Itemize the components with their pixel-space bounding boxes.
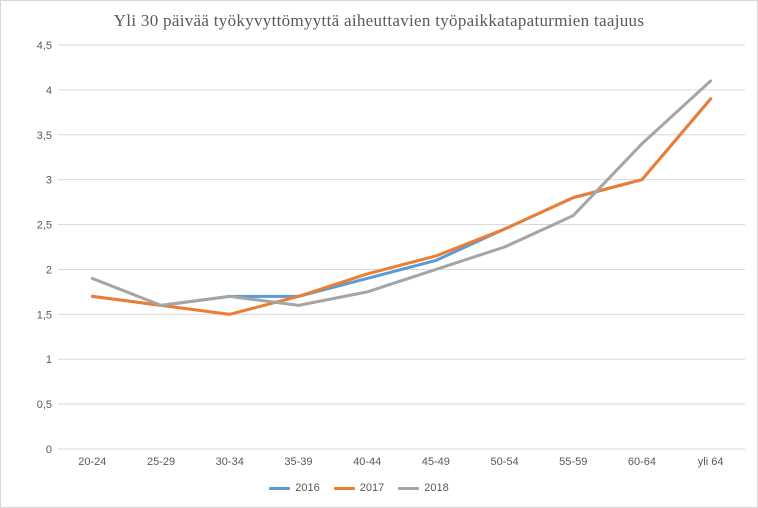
- series-line-2017: [90, 97, 713, 316]
- legend-label: 2017: [359, 482, 385, 494]
- y-tick-label: 1: [46, 354, 52, 366]
- y-tick-label: 3,5: [37, 130, 52, 142]
- chart-title: Yli 30 päivää työkyvyttömyyttä aiheuttav…: [113, 11, 645, 30]
- y-tick-label: 0,5: [37, 399, 52, 411]
- legend-item-2016: 2016: [269, 482, 320, 494]
- x-tick-label: 50-54: [490, 456, 518, 468]
- y-tick-label: 1,5: [37, 309, 52, 321]
- y-tick-label: 4,5: [37, 40, 52, 52]
- x-tick-label: 25-29: [147, 456, 175, 468]
- chart-legend: 2016 2017 2018: [1, 482, 757, 494]
- legend-swatch-2018: [398, 486, 420, 490]
- x-tick-label: 60-64: [628, 456, 656, 468]
- legend-label: 2016: [295, 482, 320, 494]
- legend-swatch-2017: [333, 486, 355, 490]
- y-tick-label: 2: [46, 264, 52, 276]
- legend-label: 2018: [424, 482, 449, 494]
- y-tick-label: 0: [46, 444, 52, 456]
- x-tick-label: 30-34: [216, 456, 244, 468]
- x-tick-label: yli 64: [698, 456, 724, 468]
- legend-swatch-2016: [269, 486, 291, 490]
- legend-item-2018: 2018: [398, 482, 449, 494]
- x-tick-label: 35-39: [284, 456, 312, 468]
- y-tick-label: 2,5: [37, 220, 52, 232]
- series-line-2018: [90, 79, 713, 307]
- x-tick-label: 45-49: [422, 456, 450, 468]
- y-tick-label: 3: [46, 175, 52, 187]
- legend-item-2017: 2017: [333, 482, 385, 494]
- x-tick-label: 20-24: [78, 456, 106, 468]
- x-tick-label: 55-59: [559, 456, 587, 468]
- y-tick-label: 4: [46, 85, 52, 97]
- series-line-2016: [90, 97, 713, 307]
- x-tick-label: 40-44: [353, 456, 381, 468]
